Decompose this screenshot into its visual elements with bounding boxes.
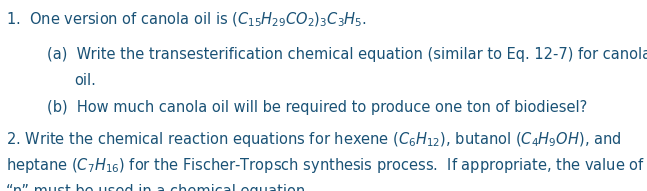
Text: “n” must be used in a chemical equation.: “n” must be used in a chemical equation. — [6, 184, 311, 191]
Text: (a)  Write the transesterification chemical equation (similar to Eq. 12-7) for c: (a) Write the transesterification chemic… — [47, 47, 647, 62]
Text: heptane $(C_{7}H_{16})$ for the Fischer-Tropsch synthesis process.  If appropria: heptane $(C_{7}H_{16})$ for the Fischer-… — [6, 156, 646, 175]
Text: oil.: oil. — [74, 73, 96, 88]
Text: (b)  How much canola oil will be required to produce one ton of biodiesel?: (b) How much canola oil will be required… — [47, 100, 587, 115]
Text: 2. Write the chemical reaction equations for hexene $(C_{6}H_{12})$, butanol $(C: 2. Write the chemical reaction equations… — [6, 130, 622, 149]
Text: 1.  One version of canola oil is $(C_{15}H_{29}CO_{2})_{3}C_{3}H_{5}$.: 1. One version of canola oil is $(C_{15}… — [6, 10, 367, 29]
